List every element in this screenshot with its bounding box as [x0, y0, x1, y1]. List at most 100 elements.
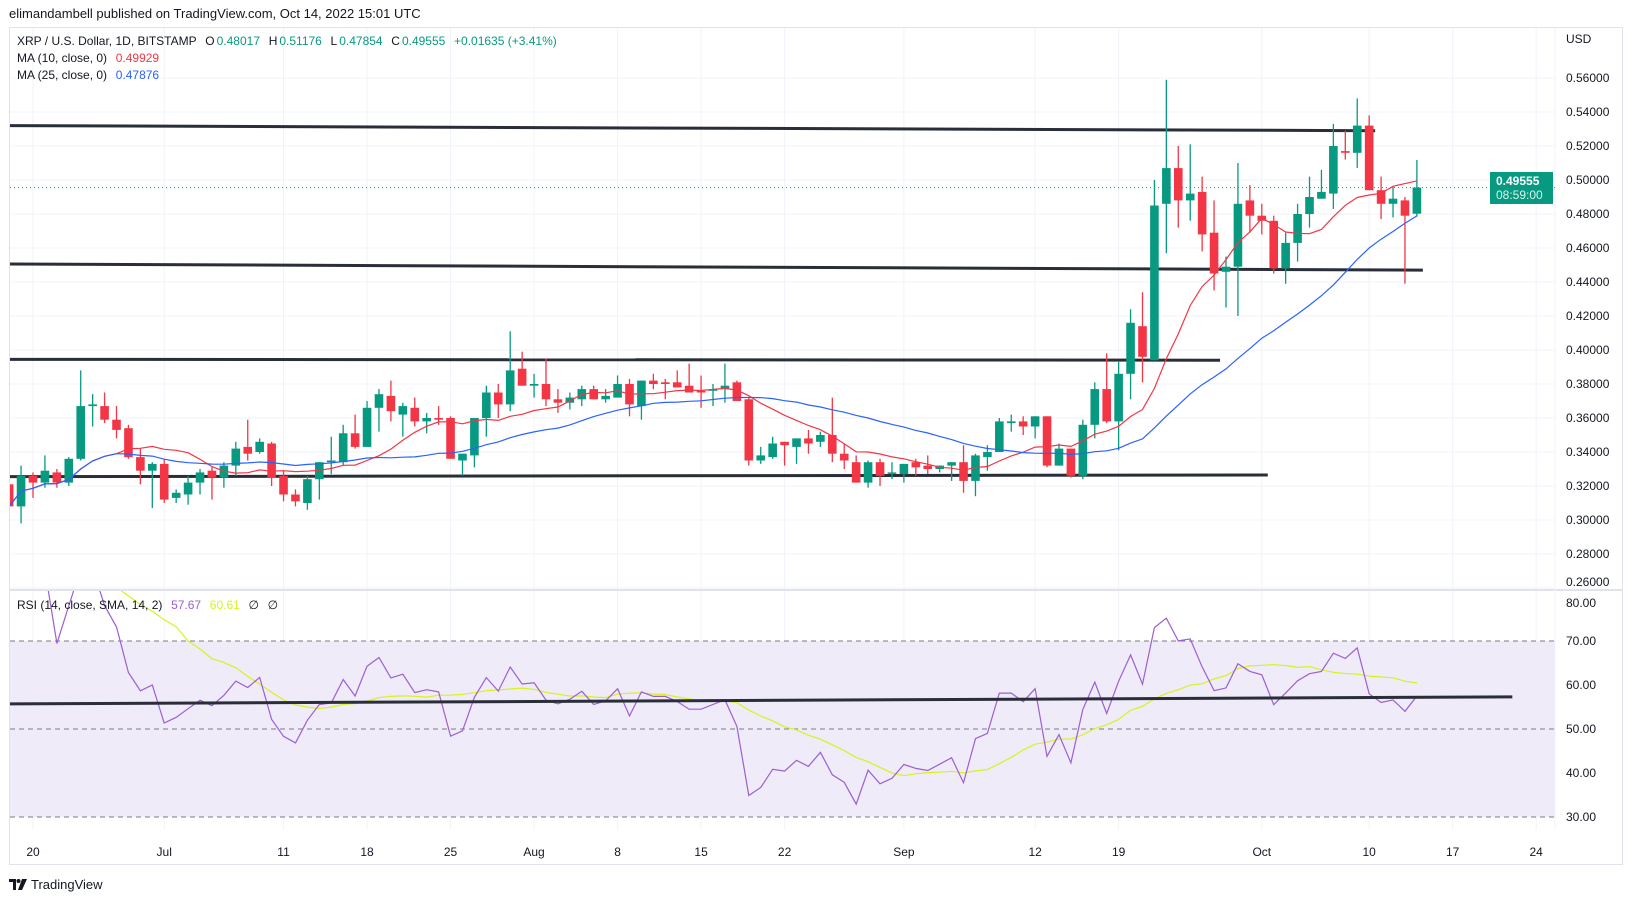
candle: [64, 457, 74, 486]
rsi-trendline[interactable]: [8, 695, 1513, 706]
candle-body: [1018, 421, 1028, 427]
candle: [124, 424, 133, 459]
trendline: [10, 262, 1423, 272]
candle: [816, 431, 825, 447]
candle-body: [720, 385, 730, 390]
candle: [279, 470, 288, 502]
candle-body: [446, 418, 455, 459]
candle: [1245, 185, 1255, 233]
rsi-tick-label: 40.00: [1566, 766, 1596, 780]
candle: [1293, 203, 1302, 262]
candle-body: [482, 392, 491, 418]
date-tick-label: 10: [1362, 845, 1376, 859]
chart-frame[interactable]: [9, 27, 1623, 865]
candle: [148, 462, 157, 509]
price-tick-label: 0.40000: [1566, 343, 1610, 357]
candle-body: [148, 463, 157, 471]
candle: [1400, 197, 1410, 284]
price-tick-label: 0.54000: [1566, 105, 1610, 119]
candle: [720, 363, 730, 403]
candle-body: [88, 404, 97, 407]
price-tick-label: 0.52000: [1566, 139, 1610, 153]
price-axis[interactable]: 0.56000 0.54000 0.52000 0.50000 0.48000 0.460…: [1566, 71, 1610, 589]
candle: [1185, 144, 1195, 221]
candle: [1329, 123, 1338, 209]
date-tick-label: 24: [1530, 845, 1544, 859]
candle: [136, 448, 145, 485]
candle: [756, 446, 766, 464]
candle: [1018, 416, 1028, 435]
candle-body: [971, 455, 980, 481]
date-axis[interactable]: 20 Jul 11 18 25 Aug 8 15 22 Sep 12 19 Oct 10 17 24: [26, 845, 1543, 859]
symbol-legend[interactable]: XRP / U.S. Dollar, 1D, BITSTAMP O 0.48017…: [17, 34, 559, 48]
candle-body: [410, 407, 420, 422]
change-value: +0.01635 (+3.41%): [454, 34, 557, 48]
candle-body: [1162, 168, 1171, 204]
candle-body: [660, 382, 670, 384]
rsi-tick-label: 80.00: [1566, 596, 1596, 610]
price-tick-label: 0.42000: [1566, 309, 1610, 323]
candle: [76, 370, 86, 461]
candle-body: [732, 382, 742, 401]
candle-body: [1209, 232, 1219, 274]
candle-body: [1078, 424, 1088, 476]
rsi-ma-value: 60.61: [209, 598, 240, 612]
rsi-axis[interactable]: 80.00 70.00 60.00 50.00 40.00 30.00: [1566, 596, 1596, 824]
tradingview-logo-icon: [9, 879, 27, 890]
trendline: [10, 124, 1376, 133]
trendlines[interactable]: [8, 124, 1423, 479]
candle-body: [1090, 389, 1100, 425]
candle-body: [1126, 322, 1135, 374]
rsi-tick-label: 30.00: [1566, 810, 1596, 824]
candle: [112, 406, 121, 439]
ma25-label: MA (25, close, 0): [17, 68, 108, 82]
candle: [505, 331, 515, 412]
price-tick-label: 0.56000: [1566, 71, 1610, 85]
candle-body: [768, 443, 777, 458]
tradingview-logo[interactable]: TradingView: [9, 877, 103, 892]
price-tick-label: 0.36000: [1566, 411, 1610, 425]
candle: [971, 453, 980, 497]
candle-body: [493, 392, 503, 405]
candle: [171, 489, 181, 503]
date-tick-label: 18: [360, 845, 374, 859]
rsi-tick-label: 50.00: [1566, 722, 1596, 736]
candle: [482, 385, 491, 437]
candle: [255, 438, 264, 454]
candle: [291, 489, 300, 507]
candle-body: [756, 455, 766, 461]
candle-body: [923, 465, 933, 469]
candle-body: [684, 385, 694, 393]
candle-body: [112, 419, 121, 430]
ma25-value: 0.47876: [115, 68, 160, 82]
candle: [470, 418, 479, 468]
candle-body: [231, 448, 241, 466]
candle: [422, 412, 431, 434]
candle-body: [64, 458, 74, 483]
price-tick-label: 0.44000: [1566, 275, 1610, 289]
candle-body: [505, 370, 515, 405]
rsi-extra-1: ∅: [248, 598, 259, 612]
price-tick-label: 0.48000: [1566, 207, 1610, 221]
candle-body: [279, 475, 288, 495]
candle: [386, 380, 396, 422]
candle-body: [1006, 421, 1016, 424]
candle-body: [1352, 125, 1362, 153]
candle-body: [255, 441, 264, 452]
candle: [1388, 186, 1398, 218]
ma10-legend[interactable]: MA (10, close, 0) 0.49929: [17, 51, 161, 65]
date-tick-label: Jul: [157, 845, 172, 859]
candle-body: [1042, 416, 1052, 466]
date-tick-label: 22: [778, 845, 792, 859]
candle: [613, 375, 622, 398]
close-label: C: [391, 34, 400, 48]
ma25-legend[interactable]: MA (25, close, 0) 0.47876: [17, 68, 161, 82]
candle: [326, 436, 336, 475]
price-tick-label: 0.38000: [1566, 377, 1610, 391]
candle: [863, 460, 873, 488]
date-tick-label: Aug: [523, 845, 544, 859]
candle: [493, 384, 503, 418]
rsi-legend[interactable]: RSI (14, close, SMA, 14, 2) 57.67 60.61 …: [17, 598, 280, 612]
price-tick-label: 0.26000: [1566, 575, 1610, 589]
